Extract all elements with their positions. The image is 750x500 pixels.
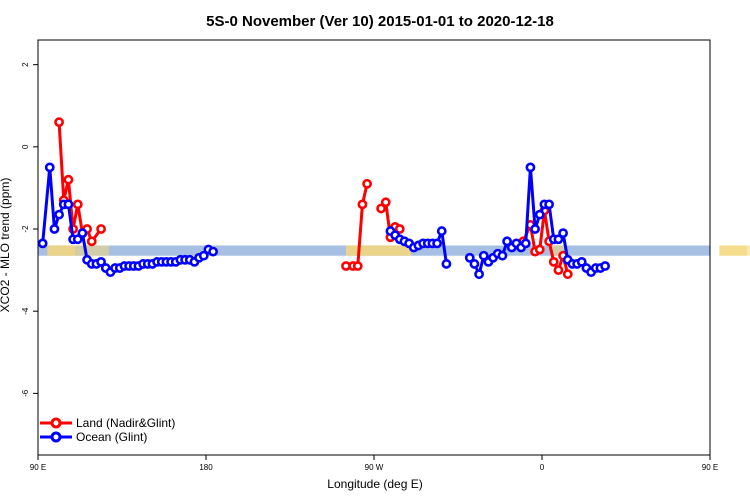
land-ocean-band xyxy=(38,245,750,256)
data-point xyxy=(576,256,587,267)
data-point xyxy=(63,199,74,210)
y-tick-label: 0 xyxy=(21,144,30,149)
data-point xyxy=(544,199,554,210)
data-point xyxy=(72,234,83,245)
data-point xyxy=(362,178,372,189)
data-point xyxy=(534,244,545,255)
data-point xyxy=(497,250,508,261)
data-point xyxy=(376,203,386,214)
data-point xyxy=(558,228,568,239)
y-tick-label: -4 xyxy=(21,307,30,315)
x-tick-label: 0 xyxy=(540,463,545,472)
data-point xyxy=(72,199,83,210)
data-point xyxy=(394,224,405,234)
legend-label-land: Land (Nadir&Glint) xyxy=(76,416,175,430)
data-point xyxy=(37,238,48,249)
land-band-segment xyxy=(551,245,565,256)
data-point xyxy=(530,224,540,234)
legend-marker-land xyxy=(50,417,62,429)
data-point xyxy=(96,224,106,234)
data-point xyxy=(357,199,368,210)
data-point xyxy=(49,224,60,234)
land-band-segment xyxy=(719,245,748,256)
data-point xyxy=(474,269,484,280)
land-band-segment xyxy=(346,245,412,256)
x-tick-label: 90 E xyxy=(30,463,46,472)
data-point xyxy=(436,226,447,236)
y-tick-label: 2 xyxy=(21,62,30,67)
data-point xyxy=(553,234,564,245)
data-point xyxy=(562,269,573,280)
legend-label-ocean: Ocean (Glint) xyxy=(76,430,147,444)
data-point xyxy=(44,162,55,173)
data-point xyxy=(478,250,489,261)
data-point xyxy=(432,238,442,249)
y-axis-label: XCO2 - MLO trend (ppm) xyxy=(0,178,12,313)
data-point xyxy=(198,250,209,261)
x-tick-label: 90 E xyxy=(702,463,718,472)
data-point xyxy=(548,256,559,267)
y-axis: 2 0 -2 -4 -6 xyxy=(21,62,38,397)
data-point xyxy=(525,162,536,173)
y-tick-label: -2 xyxy=(21,225,30,233)
data-point xyxy=(86,236,97,247)
x-axis-label: Longitude (deg E) xyxy=(327,477,422,491)
data-point xyxy=(502,236,512,247)
series-ocean xyxy=(37,162,610,280)
x-tick-label: 90 W xyxy=(365,463,384,472)
data-point xyxy=(441,259,452,269)
land-band-segment xyxy=(75,245,109,256)
data-point xyxy=(63,174,74,185)
data-point xyxy=(553,265,564,275)
land-band-segment xyxy=(747,245,750,256)
data-point xyxy=(96,256,106,267)
y-tick-label: -6 xyxy=(21,389,30,397)
data-point xyxy=(380,197,391,208)
data-point xyxy=(54,117,64,128)
data-point xyxy=(77,228,88,239)
data-point xyxy=(464,252,475,263)
data-point xyxy=(600,261,610,271)
data-point xyxy=(208,246,218,257)
series-layer xyxy=(37,117,610,280)
legend: Land (Nadir&Glint) Ocean (Glint) xyxy=(40,416,175,444)
data-point xyxy=(534,209,545,220)
data-point xyxy=(469,259,480,269)
data-point xyxy=(352,261,363,271)
x-tick-label: 180 xyxy=(199,463,213,472)
series-line xyxy=(521,210,570,275)
data-point xyxy=(520,238,531,249)
chart-title: 5S-0 November (Ver 10) 2015-01-01 to 202… xyxy=(206,13,554,30)
legend-marker-ocean xyxy=(50,431,62,443)
land-band-segment xyxy=(47,245,76,256)
x-axis: 90 E 180 90 W 0 90 E xyxy=(30,455,718,472)
data-point xyxy=(54,209,64,220)
